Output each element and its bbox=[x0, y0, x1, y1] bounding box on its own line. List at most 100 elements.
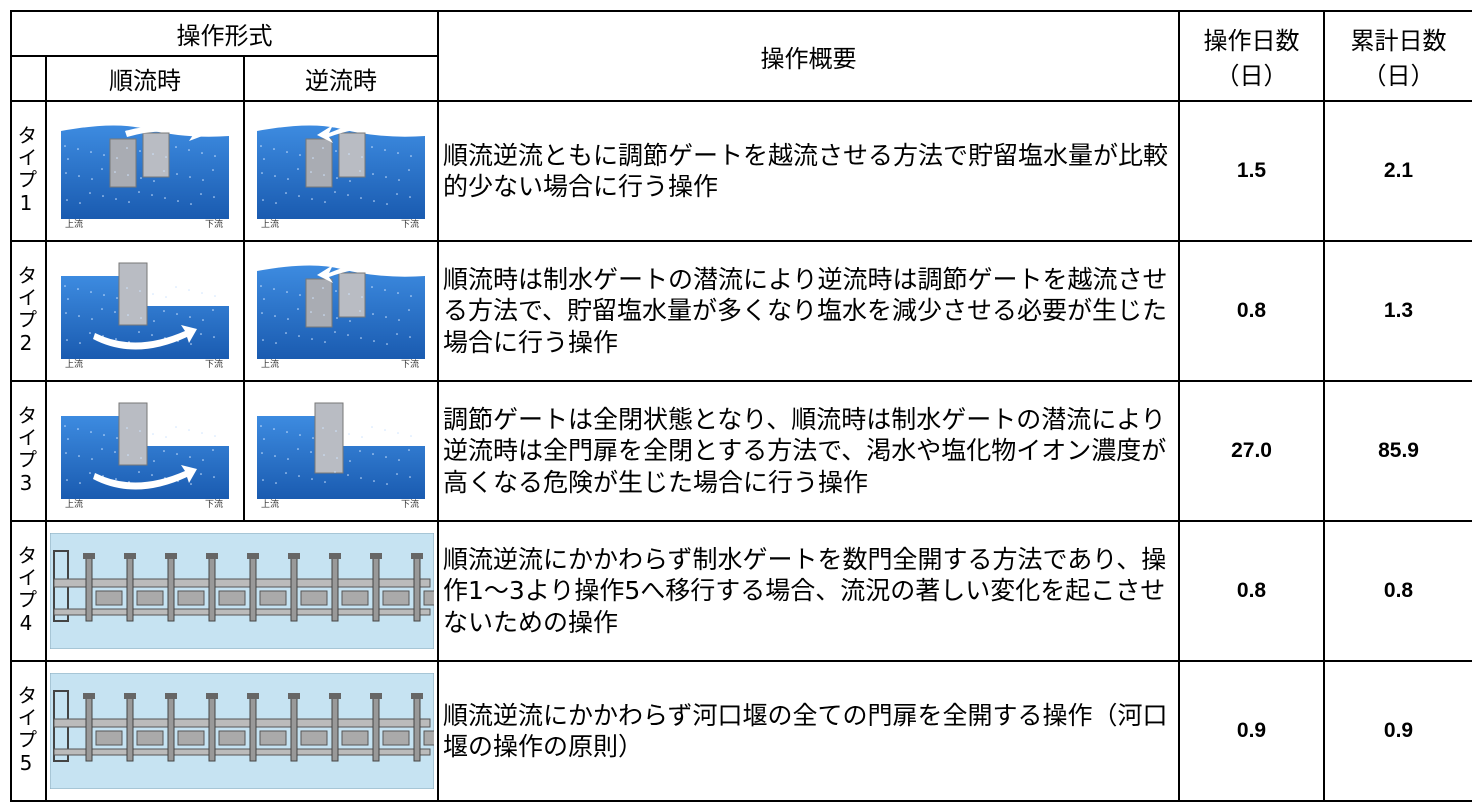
sparkle bbox=[140, 457, 142, 459]
sparkle bbox=[336, 317, 338, 319]
pier bbox=[167, 554, 175, 622]
downstream-label: 下流 bbox=[401, 218, 419, 230]
sparkle bbox=[165, 156, 167, 158]
illustration: 上流 下流 bbox=[257, 122, 426, 230]
sparkle bbox=[408, 309, 410, 311]
downstream-label: 下流 bbox=[401, 358, 419, 370]
sparkle bbox=[396, 333, 398, 335]
pier-cap bbox=[329, 693, 342, 699]
sparkle bbox=[285, 192, 287, 194]
sparkle bbox=[349, 460, 351, 462]
sparkle bbox=[103, 294, 105, 296]
sparkle bbox=[202, 319, 204, 321]
pier bbox=[85, 554, 93, 622]
sparkle bbox=[384, 429, 386, 431]
sparkle bbox=[287, 178, 289, 180]
sparkle bbox=[151, 334, 153, 336]
sparkle bbox=[398, 459, 400, 461]
sparkle bbox=[361, 436, 363, 438]
sparkle bbox=[138, 471, 140, 473]
header-text: （日） bbox=[1215, 62, 1288, 90]
table-row: タイプ1 上流 下流 上流 下流 順流逆流ともに調節ゲートを越流させる方法で貯留塩水量が比… bbox=[10, 100, 1472, 242]
sparkle bbox=[190, 203, 192, 205]
sparkle bbox=[273, 148, 275, 150]
cumulative-cell: 1.3 bbox=[1323, 240, 1472, 382]
pier bbox=[249, 554, 257, 622]
sparkle bbox=[78, 455, 80, 457]
gate bbox=[177, 730, 205, 746]
sparkle bbox=[77, 148, 79, 150]
arrow bbox=[317, 122, 402, 143]
sparkle bbox=[126, 147, 128, 149]
sparkle bbox=[371, 146, 373, 148]
gate bbox=[341, 730, 369, 746]
sparkle bbox=[153, 320, 155, 322]
sparkle bbox=[397, 292, 399, 294]
illustration: 上流 下流 bbox=[257, 262, 426, 370]
sparkle bbox=[190, 343, 192, 345]
sparkle bbox=[103, 154, 105, 156]
summary-cell: 調節ゲートは全閉状態となり、順流時は制水ゲートの潜流により逆流時は全門扉を全閉と… bbox=[437, 380, 1181, 522]
sparkle bbox=[385, 456, 387, 458]
sparkle bbox=[311, 338, 313, 340]
sparkle bbox=[139, 290, 141, 292]
sparkle bbox=[91, 318, 93, 320]
sparkle bbox=[261, 172, 263, 174]
header-cell: 逆流時 bbox=[242, 55, 440, 102]
sparkle bbox=[335, 150, 337, 152]
sparkle bbox=[212, 309, 214, 311]
sparkle bbox=[298, 195, 300, 197]
sparkle bbox=[347, 194, 349, 196]
type-label: タイプ5 bbox=[14, 685, 38, 777]
gate bbox=[136, 590, 164, 606]
sparkle bbox=[202, 179, 204, 181]
sparkle bbox=[212, 169, 214, 171]
type-cell: タイプ1 bbox=[10, 100, 47, 242]
sparkle bbox=[322, 147, 324, 149]
sparkle bbox=[359, 310, 361, 312]
illustration bbox=[50, 533, 435, 649]
sparkle bbox=[336, 457, 338, 459]
deck bbox=[53, 578, 431, 588]
sparkle bbox=[297, 448, 299, 450]
figure-cell: 上流 下流 bbox=[45, 240, 245, 382]
sparkle bbox=[324, 481, 326, 483]
gate bbox=[382, 730, 410, 746]
illustration: 上流 下流 bbox=[61, 262, 229, 370]
sparkle bbox=[312, 437, 314, 439]
cumulative-cell: 0.9 bbox=[1323, 660, 1472, 802]
sparkle bbox=[151, 194, 153, 196]
sparkle bbox=[139, 430, 141, 432]
pier-cap bbox=[288, 553, 301, 559]
pier-cap bbox=[83, 693, 96, 699]
figure-cell bbox=[44, 520, 440, 662]
sparkle bbox=[312, 297, 314, 299]
cumulative-cell: 2.1 bbox=[1323, 100, 1472, 242]
sparkle bbox=[79, 482, 81, 484]
sparkle bbox=[398, 179, 400, 181]
sparkle bbox=[323, 174, 325, 176]
sparkle bbox=[151, 474, 153, 476]
sparkle bbox=[324, 341, 326, 343]
sparkle bbox=[409, 476, 411, 478]
sparkle bbox=[373, 480, 375, 482]
pier-cap bbox=[124, 693, 137, 699]
sparkle bbox=[177, 200, 179, 202]
sparkle bbox=[201, 432, 203, 434]
sparkle bbox=[212, 449, 214, 451]
sparkle bbox=[188, 149, 190, 151]
sparkle bbox=[347, 334, 349, 336]
summary-cell: 順流逆流にかかわらず制水ゲートを数門全開する方法であり、操作1～3より操作5へ移… bbox=[437, 520, 1181, 662]
sparkle bbox=[408, 449, 410, 451]
sparkle bbox=[260, 425, 262, 427]
sparkle bbox=[260, 285, 262, 287]
sparkle bbox=[163, 450, 165, 452]
pier bbox=[413, 694, 421, 762]
pier-cap bbox=[165, 553, 178, 559]
pier-cap bbox=[124, 553, 137, 559]
sparkle bbox=[176, 453, 178, 455]
pier bbox=[208, 554, 216, 622]
sparkle bbox=[126, 427, 128, 429]
sparkle bbox=[260, 145, 262, 147]
sparkle bbox=[275, 342, 277, 344]
